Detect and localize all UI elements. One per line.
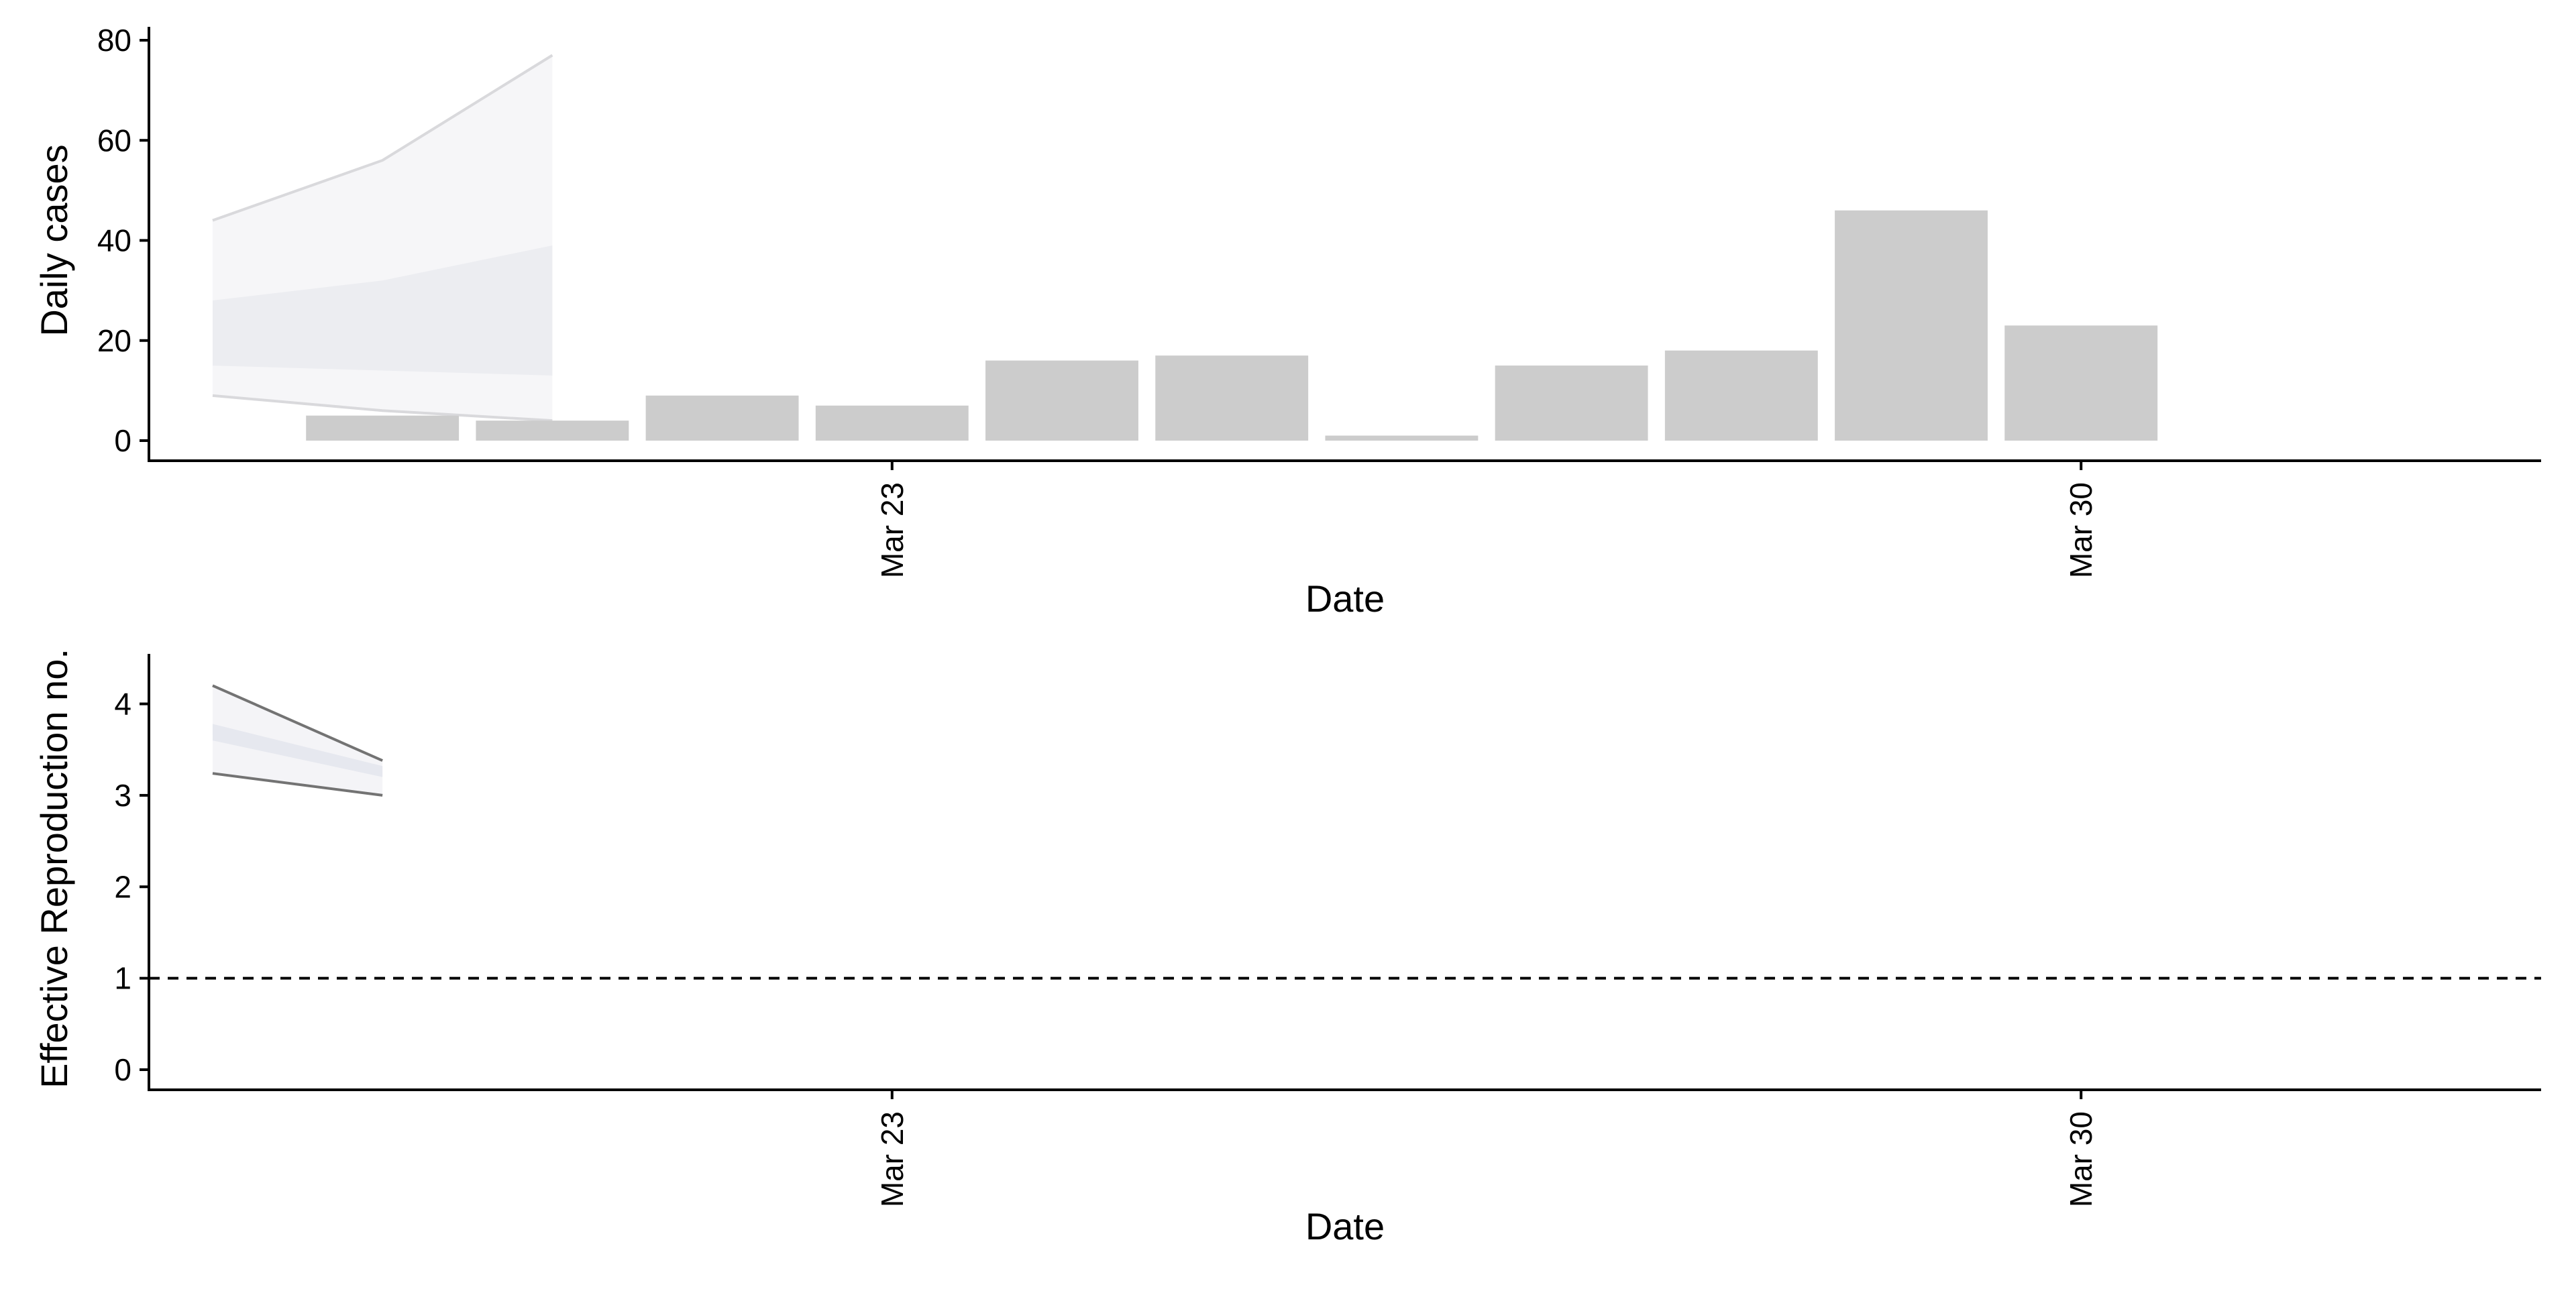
reproduction-upper-line [212,684,383,762]
y-tick-label: 40 [97,223,131,258]
y-tick-label: 2 [114,869,131,904]
y-tick-label: 0 [114,1052,131,1087]
bar [815,405,969,441]
y-tick-label: 80 [97,23,131,58]
reproduction-outer-band [212,685,383,795]
reproduction-inner-band [212,724,383,777]
bar [1325,435,1479,441]
y-tick-label: 0 [114,423,131,458]
estimate-inner-band [212,245,553,376]
daily-cases-panel: 0 20 40 60 80 Mar 23 Mar 30 Date Daily cases [33,23,2541,620]
estimate-outer-upper-line [212,54,553,222]
y-axis-title: Effective Reproduction no. [33,649,75,1088]
x-tick-label: Mar 30 [2063,482,2098,578]
y-axis-title: Daily cases [33,144,75,336]
estimate-outer-lower-line [212,394,553,423]
y-tick-label: 3 [114,778,131,813]
bar [985,360,1138,441]
y-tick-label: 4 [114,687,131,722]
bar [1155,355,1309,441]
y-tick-label: 1 [114,961,131,996]
bar [1495,366,1648,441]
x-axis-title: Date [1305,577,1385,620]
x-tick-label: Mar 23 [875,1111,910,1207]
bar [306,415,460,441]
bar [1835,210,1988,441]
bar [476,420,629,441]
y-tick-label: 60 [97,123,131,158]
reproduction-lower-line [212,772,383,797]
x-axis-title: Date [1305,1205,1385,1247]
y-tick-label: 20 [97,323,131,358]
x-tick-label: Mar 30 [2063,1111,2098,1207]
bar [1664,350,1818,441]
bar [2004,325,2158,441]
bar [645,395,799,441]
reproduction-number-panel: 0 1 2 3 4 Mar 23 Mar 30 Date Effective Reproduct… [33,649,2541,1247]
x-tick-label: Mar 23 [875,482,910,578]
